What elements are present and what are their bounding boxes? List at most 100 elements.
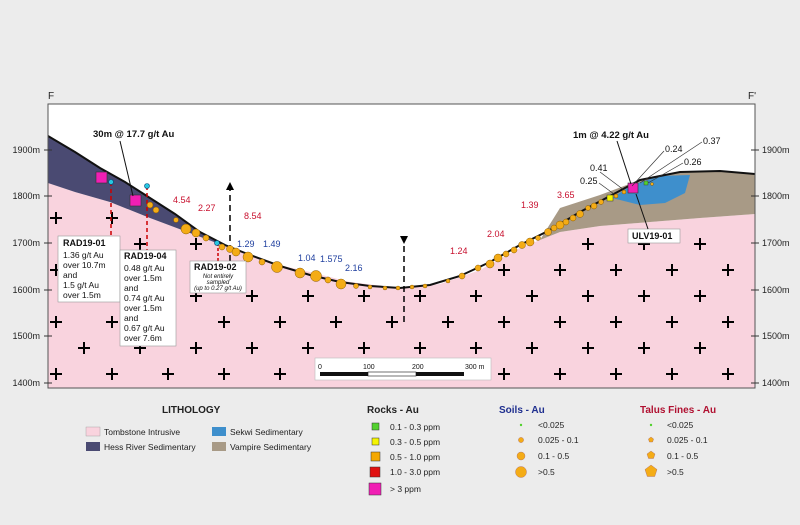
- intrusive-plus-symbol: [50, 316, 62, 328]
- rock-sample-high-left-1: [95, 171, 108, 184]
- soil-sample-dot: [518, 241, 526, 249]
- intrusive-plus-symbol: [694, 290, 706, 302]
- rock-sample-green: [643, 180, 649, 186]
- soil-sample-dot: [242, 251, 254, 263]
- soil-sample-dot: [485, 259, 495, 269]
- legend-talus-symbol: [648, 436, 654, 443]
- value-leader: [639, 141, 703, 184]
- legend-rock-item: 0.3 - 0.5 ppm: [390, 437, 440, 447]
- callout-right-leader: [616, 140, 632, 185]
- legend-soil-symbol: [519, 423, 523, 427]
- intrusive-plus-symbol: [722, 316, 734, 328]
- legend-talus-item: >0.5: [667, 467, 684, 477]
- intrusive-plus-symbol: [50, 212, 62, 224]
- soil-sample-dot: [258, 258, 266, 266]
- scale-tick-label: 300 m: [465, 364, 485, 371]
- sekwi-sedimentary-unit: [612, 175, 690, 205]
- legend-talus-symbol: [644, 464, 658, 477]
- soil-sample-dot: [367, 284, 373, 290]
- soil-sample-dot: [152, 206, 160, 214]
- soil-sample-dot: [613, 193, 619, 199]
- drillhole-rad1901-collar: [108, 179, 114, 185]
- value-label-red: 1.39: [521, 200, 539, 210]
- legend-item-tombstone: Tombstone Intrusive: [104, 427, 180, 437]
- intrusive-plus-symbol: [414, 342, 426, 354]
- legend-swatch-tombstone: [85, 426, 101, 437]
- value-leader: [598, 182, 615, 195]
- soil-sample-dot: [590, 202, 598, 210]
- soil-sample-dot: [562, 218, 570, 226]
- drillhole-rad1904-line: 0.48 g/t Au: [124, 263, 165, 273]
- drillhole-rad1904-collar: [144, 183, 150, 189]
- fault-arrow-center: [400, 236, 408, 244]
- drillhole-ulv1901-box: ULV19-01: [627, 193, 681, 244]
- value-label-black: 0.41: [590, 163, 608, 173]
- fault-arrow-left: [226, 182, 234, 190]
- soil-samples: [146, 182, 654, 291]
- legend-rock-item: 0.1 - 0.3 ppm: [390, 422, 440, 432]
- intrusive-plus-symbol: [498, 316, 510, 328]
- legend-rock-swatch: [370, 451, 381, 462]
- legend-soil-symbol: [516, 451, 526, 461]
- intrusive-plus-symbol: [554, 264, 566, 276]
- soil-sample-dot: [294, 267, 306, 279]
- intrusive-plus-symbol: [106, 316, 118, 328]
- intrusive-plus-symbol: [218, 368, 230, 380]
- intrusive-plus-symbol: [190, 342, 202, 354]
- soil-sample-dot: [458, 272, 466, 280]
- callout-left-top: 30m @ 17.7 g/t Au: [93, 129, 174, 140]
- legend: LITHOLOGY Tombstone Intrusive Hess River…: [85, 405, 716, 496]
- legend-soil-symbol: [518, 437, 524, 443]
- value-label-blue: 1.575: [320, 254, 343, 264]
- legend-soil-item: >0.5: [538, 467, 555, 477]
- soil-sample-dot: [569, 214, 577, 222]
- intrusive-plus-symbol: [330, 316, 342, 328]
- intrusive-plus-symbol: [442, 316, 454, 328]
- soil-sample-dot: [535, 235, 541, 241]
- elevation-label-right: 1700m: [762, 238, 790, 248]
- intrusive-plus-symbol: [50, 368, 62, 380]
- drillhole-rad1902-line: (up to 0.27 g/t Au): [194, 286, 242, 292]
- rock-sample-high-left-2: [129, 194, 142, 207]
- scale-tick-label: 0: [318, 364, 322, 371]
- value-label-blue: 1.04: [298, 253, 316, 263]
- drillhole-rad1901-box: RAD19-01 1.36 g/t Au over 10.7m and 1.5 …: [57, 235, 121, 303]
- intrusive-plus-symbol: [666, 264, 678, 276]
- intrusive-plus-symbol: [386, 316, 398, 328]
- intrusive-plus-symbol: [610, 368, 622, 380]
- intrusive-plus-symbol: [582, 342, 594, 354]
- intrusive-plus-symbol: [246, 342, 258, 354]
- soil-sample-dot: [585, 205, 591, 211]
- intrusive-plus-symbol: [302, 290, 314, 302]
- section-label-right: F': [748, 91, 756, 102]
- legend-soil-item: <0.025: [538, 420, 565, 430]
- drillhole-rad1904-name: RAD19-04: [124, 251, 167, 261]
- soil-sample-dot: [324, 276, 332, 284]
- drillhole-ulv1901-leader: [635, 193, 649, 230]
- drillhole-rad1901-name: RAD19-01: [63, 238, 106, 248]
- intrusive-plus-symbol: [526, 342, 538, 354]
- intrusive-plus-symbol: [358, 290, 370, 302]
- legend-swatch-vampire: [212, 442, 226, 451]
- intrusive-plus-symbol: [554, 368, 566, 380]
- elevation-label-left: 1900m: [12, 145, 40, 155]
- legend-rock-swatch: [368, 482, 382, 496]
- intrusive-plus-symbol: [470, 342, 482, 354]
- elevation-label-left: 1400m: [12, 378, 40, 388]
- legend-talus-symbol: [649, 423, 653, 427]
- intrusive-plus-symbol: [582, 238, 594, 250]
- value-label-blue: 1.29: [237, 239, 255, 249]
- value-label-red: 2.27: [198, 203, 216, 213]
- soil-sample-dot: [395, 285, 401, 291]
- intrusive-plus-symbol: [302, 342, 314, 354]
- soil-sample-dot: [555, 220, 565, 230]
- value-leader: [647, 162, 684, 184]
- intrusive-plus-symbol: [358, 342, 370, 354]
- drillhole-rad1904-line: over 1.5m: [124, 273, 162, 283]
- soil-sample-dot: [231, 247, 241, 257]
- legend-talus-item: 0.1 - 0.5: [667, 451, 698, 461]
- intrusive-plus-symbol: [694, 238, 706, 250]
- drillhole-rad1902-line: sampled: [207, 280, 230, 286]
- intrusive-plus-symbol: [470, 290, 482, 302]
